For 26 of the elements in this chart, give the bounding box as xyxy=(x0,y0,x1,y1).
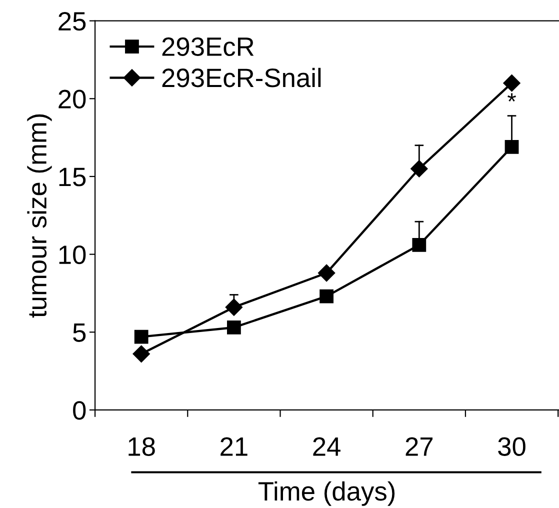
x-tick-label: 27 xyxy=(406,437,433,456)
point xyxy=(320,289,334,304)
x-tick-label: 30 xyxy=(498,437,526,456)
x-tick-label: 21 xyxy=(220,437,248,456)
x-tick-label: 24 xyxy=(313,437,340,456)
point xyxy=(227,320,241,334)
y-axis-title: tumour size (mm) xyxy=(27,114,52,318)
y-tick-label: 15 xyxy=(59,168,86,186)
point xyxy=(318,264,336,282)
y-tick-label: 10 xyxy=(59,245,86,264)
point xyxy=(503,74,520,92)
annotation: * xyxy=(508,93,516,102)
point xyxy=(134,330,148,344)
point xyxy=(410,160,428,178)
point xyxy=(225,298,242,316)
y-tick-label: 20 xyxy=(58,90,86,108)
y-tick-label: 5 xyxy=(73,324,86,342)
legend-label: 293EcR xyxy=(162,37,254,56)
point xyxy=(412,238,426,252)
legend-label: 293EcR-Snail xyxy=(162,68,321,88)
x-tick-label: 18 xyxy=(128,437,155,456)
x-axis-title: Time (days) xyxy=(258,481,395,506)
y-tick-label: 0 xyxy=(73,401,86,420)
point xyxy=(132,345,150,362)
y-tick-label: 25 xyxy=(58,12,86,31)
point xyxy=(504,140,519,154)
